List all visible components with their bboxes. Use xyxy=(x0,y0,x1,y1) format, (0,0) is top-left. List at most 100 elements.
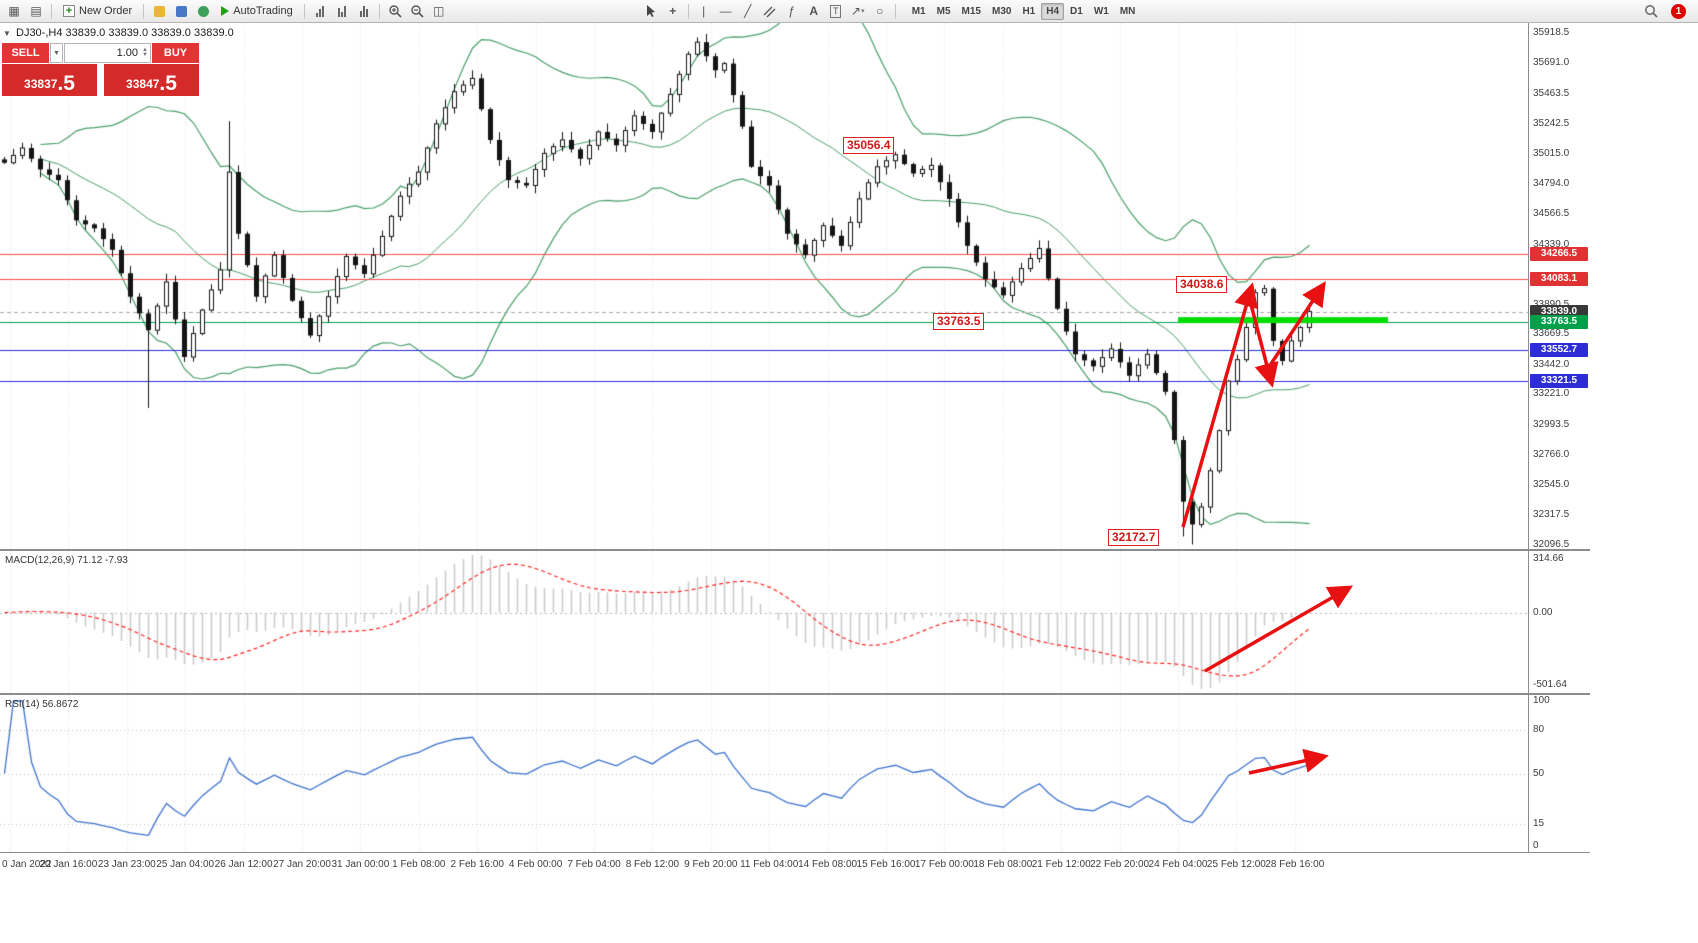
objects-list-icon[interactable] xyxy=(354,2,374,21)
timeframe-d1[interactable]: D1 xyxy=(1070,5,1083,17)
text-tool-icon[interactable]: A xyxy=(809,4,819,18)
price-axis-tag[interactable]: 34083.1 xyxy=(1530,271,1588,286)
volume-stepper[interactable]: ▲ ▼ xyxy=(142,47,148,58)
buy-price: 33847 xyxy=(126,77,160,91)
profiles-icon[interactable]: ▤ xyxy=(30,4,42,18)
tile-windows-icon[interactable]: ◫ xyxy=(433,4,445,18)
zoom-out-icon[interactable] xyxy=(407,2,427,21)
price-axis-label: 32766.0 xyxy=(1533,449,1570,461)
price-axis-tag[interactable]: 33321.5 xyxy=(1530,373,1588,388)
fibonacci-tool-icon[interactable]: ƒ xyxy=(788,4,796,18)
objects-list-glyph xyxy=(359,5,368,17)
new-order-label: New Order xyxy=(79,5,133,17)
time-axis-label: 11 Feb 04:00 xyxy=(740,859,799,870)
time-axis-label: 18 Feb 08:00 xyxy=(973,859,1033,870)
price-axis-label: 33442.0 xyxy=(1533,358,1570,370)
shapes-tool-icon[interactable]: ○ xyxy=(876,4,884,18)
time-axis-label: 0 Jan 2022 xyxy=(2,859,52,870)
channel-tool-icon[interactable] xyxy=(760,2,780,21)
crosshair-icon[interactable]: + xyxy=(669,4,677,18)
timeframe-m5[interactable]: M5 xyxy=(936,5,951,17)
price-axis-tag[interactable]: 33763.5 xyxy=(1530,314,1588,329)
autotrading-play-icon xyxy=(221,6,230,16)
price-axis-label: 35242.5 xyxy=(1533,117,1570,129)
volume-input[interactable]: 1.00 ▲ ▼ xyxy=(64,43,151,63)
timeframe-m1[interactable]: M1 xyxy=(911,5,926,17)
community-icon[interactable] xyxy=(193,2,213,21)
timeframe-mn[interactable]: MN xyxy=(1119,5,1136,17)
price-annotation[interactable]: 34038.6 xyxy=(1176,276,1228,293)
price-annotation[interactable]: 32172.7 xyxy=(1108,529,1160,546)
toolbar-separator xyxy=(303,3,305,19)
price-annotation[interactable]: 35056.4 xyxy=(843,137,895,154)
options-glyph xyxy=(175,5,187,17)
toolbar-separator xyxy=(143,3,145,19)
buy-price-button[interactable]: 33847 .5 xyxy=(104,64,199,96)
time-axis-label: 7 Feb 04:00 xyxy=(567,859,621,870)
one-click-collapse-icon[interactable]: ▼ xyxy=(3,29,11,38)
price-axis-label: 35015.0 xyxy=(1533,148,1570,160)
macd-indicator-canvas[interactable] xyxy=(0,551,1528,693)
indicator-window-glyph xyxy=(337,5,346,17)
time-axis-label: 28 Feb 16:00 xyxy=(1265,859,1325,870)
toolbar-right-area: 1 xyxy=(1641,2,1694,21)
price-axis-label: 35918.5 xyxy=(1533,27,1570,38)
price-axis-label: 33221.0 xyxy=(1533,388,1570,400)
price-axis-tag[interactable]: 34266.5 xyxy=(1530,247,1588,262)
zoom-in-icon[interactable] xyxy=(385,2,405,21)
timeframe-m15[interactable]: M15 xyxy=(961,5,981,17)
timeframe-m30[interactable]: M30 xyxy=(991,5,1012,17)
price-axis-label: 32096.5 xyxy=(1533,539,1570,550)
rsi-indicator-canvas[interactable] xyxy=(0,695,1528,852)
horizontal-line-tool-icon[interactable]: — xyxy=(719,4,732,18)
volume-up-icon[interactable]: ▲ xyxy=(142,47,148,53)
price-axis-label: 35463.5 xyxy=(1533,87,1570,99)
macd-axis-label: 0.00 xyxy=(1533,606,1553,618)
macd-label: MACD(12,26,9) 71.12 -7.93 xyxy=(5,555,128,566)
price-axis-label: 34339.0 xyxy=(1533,238,1570,250)
sell-button[interactable]: SELL xyxy=(2,43,49,63)
trendline-tool-icon[interactable]: ╱ xyxy=(744,4,752,18)
arrows-tool-icon[interactable]: ↗ ▾ xyxy=(850,4,865,18)
price-axis-tag[interactable]: 33552.7 xyxy=(1530,342,1588,357)
cursor-icon[interactable] xyxy=(641,2,661,21)
panel-divider xyxy=(0,852,1590,853)
rsi-axis-label: 15 xyxy=(1533,818,1545,830)
search-icon[interactable] xyxy=(1641,2,1661,21)
main-chart-canvas[interactable] xyxy=(0,23,1528,549)
rsi-axis-label: 80 xyxy=(1533,724,1545,735)
new-order-button[interactable]: + New Order xyxy=(57,2,138,21)
time-axis-label: 8 Feb 12:00 xyxy=(625,859,680,870)
volume-down-icon[interactable]: ▼ xyxy=(142,52,148,58)
toolbar-separator xyxy=(51,3,52,19)
price-axis-label: 33890.5 xyxy=(1533,299,1569,310)
indicator-window-icon[interactable] xyxy=(332,2,352,21)
rsi-label: RSI(14) 56.8672 xyxy=(5,699,79,710)
main-toolbar: ▦ ▤ + New Order AutoTrading ◫ + | — ╱ ƒ … xyxy=(0,0,1698,23)
panel-resize-handle[interactable] xyxy=(0,693,1590,695)
timeframe-h4[interactable]: H4 xyxy=(1041,2,1065,20)
metaeditor-icon[interactable] xyxy=(149,2,169,21)
autotrading-button[interactable]: AutoTrading xyxy=(215,2,299,21)
time-axis-label: 4 Feb 00:00 xyxy=(508,859,563,870)
buy-button[interactable]: BUY xyxy=(152,43,199,63)
vertical-line-tool-icon[interactable]: | xyxy=(702,4,706,18)
options-icon[interactable] xyxy=(171,2,191,21)
label-tool-icon[interactable]: T xyxy=(826,2,846,21)
arrows-dropdown-icon: ▾ xyxy=(860,8,865,15)
notification-badge[interactable]: 1 xyxy=(1671,3,1686,19)
indicators-icon[interactable] xyxy=(310,2,330,21)
panel-resize-handle[interactable] xyxy=(0,549,1590,551)
rsi-axis-label: 100 xyxy=(1533,695,1550,706)
time-axis[interactable]: 0 Jan 2022 20 Jan 16:00 23 Jan 23:00 25 Jan… xyxy=(0,853,1590,876)
price-axis-label: 35691.0 xyxy=(1533,57,1570,69)
sell-price-button[interactable]: 33837 .5 xyxy=(2,64,97,96)
timeframe-h1[interactable]: H1 xyxy=(1022,5,1036,17)
volume-preset-dropdown[interactable]: ▼ xyxy=(50,43,63,63)
time-axis-label: 25 Feb 12:00 xyxy=(1206,859,1266,870)
price-annotation[interactable]: 33763.5 xyxy=(933,313,985,330)
price-axis[interactable]: 35918.5 35691.0 35463.5 35242.5 35015.0 34794… xyxy=(1528,23,1590,852)
new-chart-icon[interactable]: ▦ xyxy=(8,4,20,18)
macd-axis-label: 314.66 xyxy=(1533,553,1564,564)
timeframe-w1[interactable]: W1 xyxy=(1093,5,1109,17)
